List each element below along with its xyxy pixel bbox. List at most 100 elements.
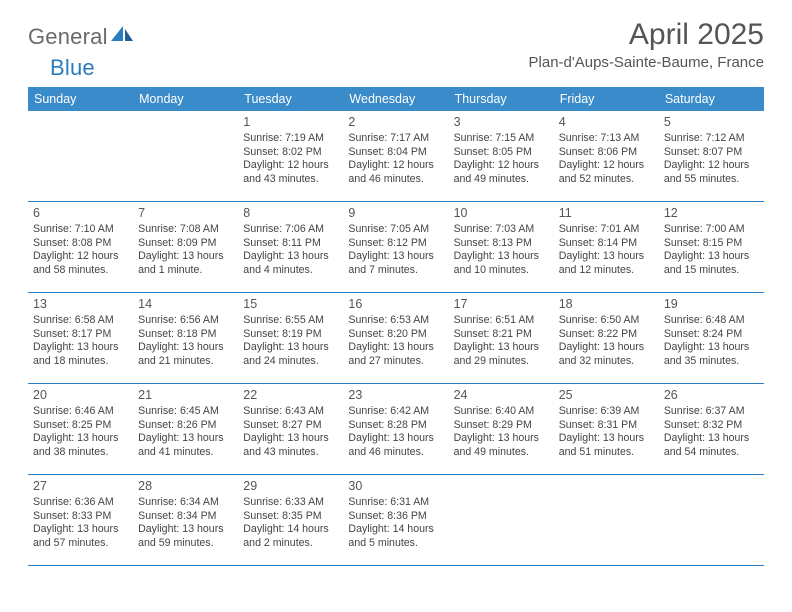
day-sunset: Sunset: 8:31 PM [559,419,654,433]
day-sunrise: Sunrise: 6:43 AM [243,405,338,419]
day-day1: Daylight: 13 hours [243,341,338,355]
day-day1: Daylight: 13 hours [664,432,759,446]
day-sunset: Sunset: 8:02 PM [243,146,338,160]
day-day2: and 21 minutes. [138,355,233,369]
day-sunrise: Sunrise: 6:40 AM [454,405,549,419]
day-day1: Daylight: 13 hours [348,250,443,264]
day-cell: 2Sunrise: 7:17 AMSunset: 8:04 PMDaylight… [343,111,448,201]
day-sunrise: Sunrise: 6:36 AM [33,496,128,510]
day-day2: and 4 minutes. [243,264,338,278]
day-cell: 7Sunrise: 7:08 AMSunset: 8:09 PMDaylight… [133,202,238,292]
day-day2: and 57 minutes. [33,537,128,551]
day-day1: Daylight: 13 hours [664,250,759,264]
day-number: 9 [348,205,443,221]
day-sunset: Sunset: 8:04 PM [348,146,443,160]
day-day1: Daylight: 13 hours [33,341,128,355]
day-sunset: Sunset: 8:19 PM [243,328,338,342]
day-cell: 19Sunrise: 6:48 AMSunset: 8:24 PMDayligh… [659,293,764,383]
day-number: 15 [243,296,338,312]
day-cell: 29Sunrise: 6:33 AMSunset: 8:35 PMDayligh… [238,475,343,565]
day-sunrise: Sunrise: 6:46 AM [33,405,128,419]
day-cell: 30Sunrise: 6:31 AMSunset: 8:36 PMDayligh… [343,475,448,565]
week-row: 1Sunrise: 7:19 AMSunset: 8:02 PMDaylight… [28,111,764,202]
day-day1: Daylight: 12 hours [348,159,443,173]
day-day1: Daylight: 13 hours [454,250,549,264]
day-number: 8 [243,205,338,221]
day-cell-empty [28,111,133,201]
day-sunset: Sunset: 8:18 PM [138,328,233,342]
day-sunrise: Sunrise: 6:55 AM [243,314,338,328]
day-sunset: Sunset: 8:17 PM [33,328,128,342]
day-sunset: Sunset: 8:35 PM [243,510,338,524]
day-sunrise: Sunrise: 6:45 AM [138,405,233,419]
day-day1: Daylight: 12 hours [454,159,549,173]
day-day1: Daylight: 13 hours [243,432,338,446]
day-day1: Daylight: 13 hours [138,341,233,355]
day-number: 29 [243,478,338,494]
day-cell: 5Sunrise: 7:12 AMSunset: 8:07 PMDaylight… [659,111,764,201]
day-cell: 9Sunrise: 7:05 AMSunset: 8:12 PMDaylight… [343,202,448,292]
day-number: 22 [243,387,338,403]
day-day2: and 49 minutes. [454,446,549,460]
day-number: 24 [454,387,549,403]
day-number: 23 [348,387,443,403]
day-day1: Daylight: 13 hours [138,523,233,537]
day-sunrise: Sunrise: 6:53 AM [348,314,443,328]
day-number: 14 [138,296,233,312]
day-sunset: Sunset: 8:33 PM [33,510,128,524]
day-cell: 18Sunrise: 6:50 AMSunset: 8:22 PMDayligh… [554,293,659,383]
day-day2: and 49 minutes. [454,173,549,187]
day-sunrise: Sunrise: 7:03 AM [454,223,549,237]
day-number: 3 [454,114,549,130]
day-number: 6 [33,205,128,221]
day-cell: 13Sunrise: 6:58 AMSunset: 8:17 PMDayligh… [28,293,133,383]
day-sunrise: Sunrise: 6:58 AM [33,314,128,328]
day-sunset: Sunset: 8:34 PM [138,510,233,524]
dow-row: SundayMondayTuesdayWednesdayThursdayFrid… [28,87,764,111]
day-sunrise: Sunrise: 7:15 AM [454,132,549,146]
day-day1: Daylight: 14 hours [243,523,338,537]
day-day1: Daylight: 13 hours [454,341,549,355]
day-sunset: Sunset: 8:07 PM [664,146,759,160]
logo-text-blue: Blue [50,55,95,80]
day-number: 12 [664,205,759,221]
day-day2: and 52 minutes. [559,173,654,187]
day-sunset: Sunset: 8:12 PM [348,237,443,251]
day-cell: 21Sunrise: 6:45 AMSunset: 8:26 PMDayligh… [133,384,238,474]
day-cell: 17Sunrise: 6:51 AMSunset: 8:21 PMDayligh… [449,293,554,383]
day-sunset: Sunset: 8:22 PM [559,328,654,342]
day-number: 16 [348,296,443,312]
day-day2: and 7 minutes. [348,264,443,278]
dow-cell: Thursday [449,87,554,111]
day-day1: Daylight: 12 hours [664,159,759,173]
day-sunset: Sunset: 8:24 PM [664,328,759,342]
day-number: 30 [348,478,443,494]
day-day2: and 29 minutes. [454,355,549,369]
day-sunrise: Sunrise: 7:17 AM [348,132,443,146]
day-day2: and 24 minutes. [243,355,338,369]
day-day2: and 10 minutes. [454,264,549,278]
day-cell: 22Sunrise: 6:43 AMSunset: 8:27 PMDayligh… [238,384,343,474]
day-day2: and 32 minutes. [559,355,654,369]
day-sunrise: Sunrise: 6:42 AM [348,405,443,419]
dow-cell: Monday [133,87,238,111]
dow-cell: Wednesday [343,87,448,111]
day-sunrise: Sunrise: 7:08 AM [138,223,233,237]
day-sunrise: Sunrise: 7:10 AM [33,223,128,237]
calendar: SundayMondayTuesdayWednesdayThursdayFrid… [28,87,764,566]
day-day1: Daylight: 14 hours [348,523,443,537]
day-number: 11 [559,205,654,221]
day-sunset: Sunset: 8:13 PM [454,237,549,251]
day-cell: 20Sunrise: 6:46 AMSunset: 8:25 PMDayligh… [28,384,133,474]
day-cell: 26Sunrise: 6:37 AMSunset: 8:32 PMDayligh… [659,384,764,474]
day-cell: 8Sunrise: 7:06 AMSunset: 8:11 PMDaylight… [238,202,343,292]
day-day1: Daylight: 13 hours [559,341,654,355]
day-cell-empty [554,475,659,565]
day-day1: Daylight: 13 hours [664,341,759,355]
day-cell: 28Sunrise: 6:34 AMSunset: 8:34 PMDayligh… [133,475,238,565]
day-day1: Daylight: 13 hours [559,250,654,264]
day-sunrise: Sunrise: 6:56 AM [138,314,233,328]
day-day2: and 55 minutes. [664,173,759,187]
day-number: 20 [33,387,128,403]
day-sunrise: Sunrise: 6:37 AM [664,405,759,419]
